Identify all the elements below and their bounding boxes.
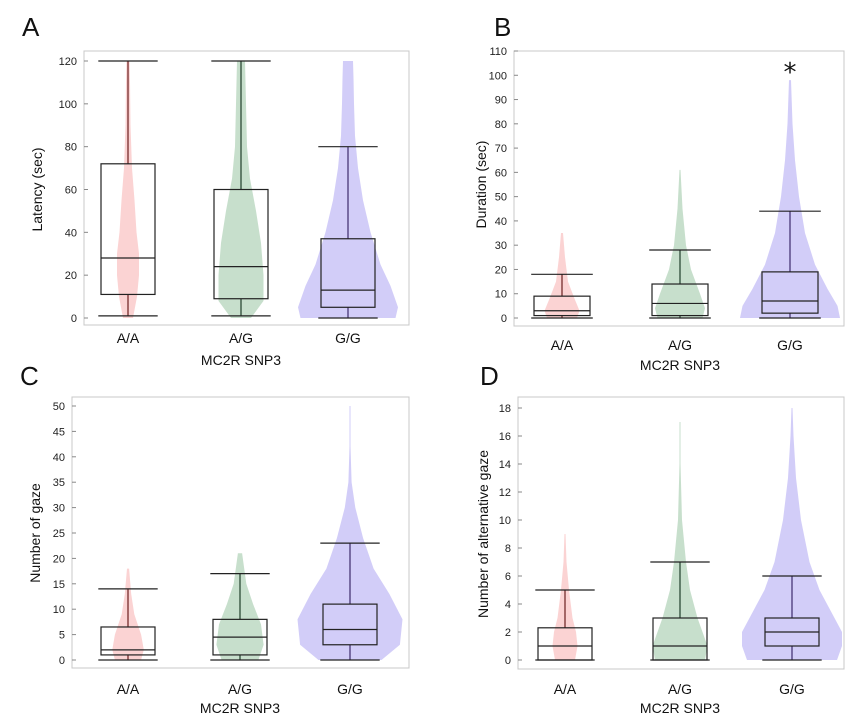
y-tick-label: 100: [59, 99, 77, 111]
panel-letter-d: D: [480, 361, 499, 391]
y-tick-label: 20: [53, 553, 65, 565]
y-tick-label: 0: [59, 655, 65, 667]
chart-layer-a: 0 20 40 60 80 100 120 Latency (sec) A/A A/G G/G MC2…: [29, 56, 398, 368]
y-tick-label: 90: [495, 95, 507, 107]
box-aa: [100, 163, 156, 296]
plot-frame-d: [517, 396, 845, 670]
box-aa: [100, 626, 156, 656]
y-tick-label: 4: [505, 599, 511, 611]
y-tick-label: 100: [489, 70, 507, 82]
y-tick-label: 80: [495, 119, 507, 131]
violin-aa: [117, 61, 139, 318]
y-tick-label: 10: [495, 289, 507, 301]
box-gg: [322, 603, 378, 646]
x-tick-label-ag: A/G: [228, 681, 252, 697]
y-tick-label: 60: [495, 167, 507, 179]
y-axis-label: Number of gaze: [27, 483, 43, 583]
y-tick-label: 8: [505, 543, 511, 555]
box-ag: [213, 188, 269, 300]
y-tick-label: 20: [495, 264, 507, 276]
panel-letter-b: B: [494, 12, 511, 42]
y-tick-label: 0: [505, 655, 511, 667]
box-aa: [533, 295, 591, 317]
x-tick-label-gg: G/G: [777, 337, 803, 353]
y-axis-label: Number of alternative gaze: [475, 450, 491, 618]
x-axis-label: MC2R SNP3: [201, 352, 281, 368]
x-axis-label: MC2R SNP3: [640, 700, 720, 716]
x-axis-label: MC2R SNP3: [640, 357, 720, 373]
x-tick-label-aa: A/A: [117, 681, 140, 697]
y-tick-label: 70: [495, 143, 507, 155]
y-tick-label: 35: [53, 477, 65, 489]
panel-a: A 0 20 40 60 80 100 120 Latency (sec) A/A A/G G/G M…: [22, 12, 410, 368]
violin-ag: [652, 422, 708, 660]
chart-layer-b: 0 10 20 30 40 50 60 70 80 90 100 110 Duration (sec) A…: [473, 46, 840, 373]
y-tick-label: 40: [495, 216, 507, 228]
y-tick-label: 60: [65, 185, 77, 197]
x-tick-label-gg: G/G: [779, 681, 805, 697]
y-tick-label: 25: [53, 528, 65, 540]
y-tick-label: 30: [53, 503, 65, 515]
y-axis-label: Duration (sec): [473, 141, 489, 229]
box-ag: [652, 617, 708, 661]
violin-gg: [742, 408, 842, 660]
y-tick-label: 18: [499, 403, 511, 415]
panel-c: C 0 5 10 15 20 25 30 35 40 45 50 Number of gaze A/A A…: [20, 361, 410, 716]
y-tick-label: 110: [489, 46, 507, 58]
y-tick-label: 80: [65, 142, 77, 154]
y-tick-label: 16: [499, 431, 511, 443]
box-gg: [761, 271, 819, 314]
y-tick-label: 50: [53, 401, 65, 413]
y-tick-label: 40: [53, 452, 65, 464]
violin-ag: [655, 169, 705, 318]
violin-gg: [740, 80, 840, 318]
x-tick-label-aa: A/A: [117, 330, 140, 346]
y-tick-label: 6: [505, 571, 511, 583]
violin-gg: [297, 406, 403, 660]
x-tick-label-gg: G/G: [337, 681, 363, 697]
significance-star: *: [784, 58, 797, 88]
y-tick-label: 20: [65, 270, 77, 282]
box-aa: [537, 627, 593, 661]
y-tick-label: 10: [53, 604, 65, 616]
y-axis-label: Latency (sec): [29, 147, 45, 231]
plot-frame-a: [83, 50, 410, 326]
x-tick-label-aa: A/A: [551, 337, 574, 353]
y-tick-label: 12: [499, 487, 511, 499]
box-gg: [320, 238, 376, 308]
y-tick-label: 10: [499, 515, 511, 527]
plot-frame-b: [513, 50, 845, 327]
x-tick-label-ag: A/G: [668, 337, 692, 353]
panel-letter-a: A: [22, 12, 40, 42]
x-axis-label: MC2R SNP3: [200, 700, 280, 716]
y-tick-label: 14: [499, 459, 511, 471]
panel-d: D 0 2 4 6 8 10 12 14 16 18 Number of alternative g…: [475, 361, 845, 716]
y-tick-label: 120: [59, 56, 77, 68]
y-tick-label: 0: [501, 313, 507, 325]
panel-b: B 0 10 20 30 40 50 60 70 80 90 100 110 Duration (sec…: [473, 12, 845, 373]
y-tick-label: 45: [53, 426, 65, 438]
chart-layer-c: 0 5 10 15 20 25 30 35 40 45 50 Number of gaze A/A A/G…: [27, 401, 403, 716]
x-tick-label-ag: A/G: [668, 681, 692, 697]
box-ag: [651, 283, 709, 317]
y-tick-label: 15: [53, 579, 65, 591]
y-tick-label: 0: [71, 313, 77, 325]
chart-layer-d: 0 2 4 6 8 10 12 14 16 18 Number of alternative gaz…: [475, 403, 842, 716]
y-tick-label: 5: [59, 630, 65, 642]
x-tick-label-ag: A/G: [229, 330, 253, 346]
y-tick-label: 2: [505, 627, 511, 639]
y-tick-label: 30: [495, 240, 507, 252]
y-tick-label: 50: [495, 192, 507, 204]
y-tick-label: 40: [65, 227, 77, 239]
x-tick-label-aa: A/A: [554, 681, 577, 697]
panel-letter-c: C: [20, 361, 39, 391]
x-tick-label-gg: G/G: [335, 330, 361, 346]
